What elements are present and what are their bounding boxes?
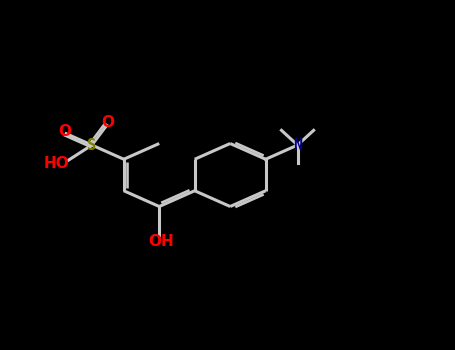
Text: S: S [87, 138, 96, 153]
Text: O: O [58, 124, 71, 139]
Text: N: N [293, 138, 302, 153]
Text: HO: HO [43, 156, 69, 171]
Text: OH: OH [149, 234, 174, 248]
Text: O: O [101, 116, 115, 131]
